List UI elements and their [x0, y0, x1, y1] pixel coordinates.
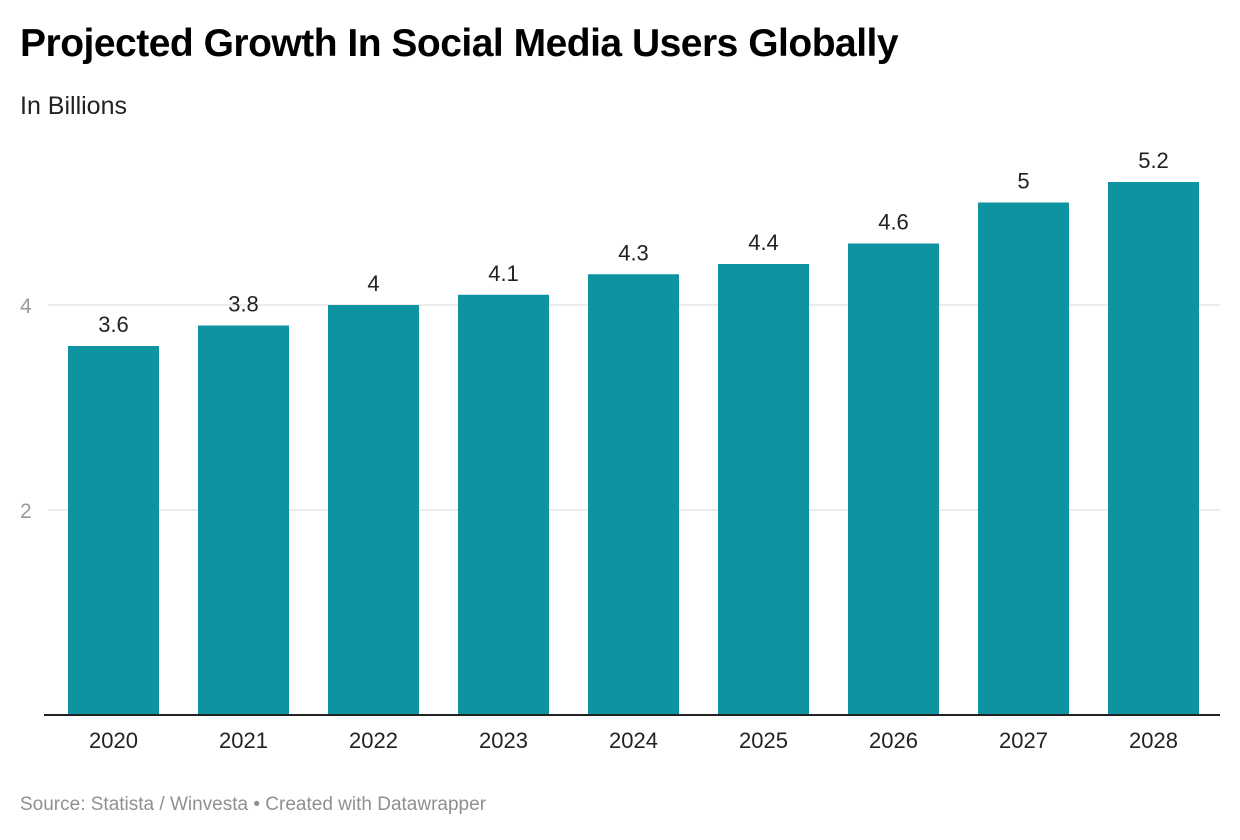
value-label-2025: 4.4 [748, 230, 779, 255]
bar-2021 [198, 325, 289, 715]
bar-2020 [68, 346, 159, 715]
y-tick-label: 2 [20, 500, 32, 523]
bar-chart: 24 3.63.84 4.14.3 4.44.655.2 2020 2021 2022 2… [20, 148, 1220, 753]
x-axis: 2020 2021 2022 2023 2024 2025 2026 2027 2028 [44, 714, 1220, 753]
y-tick-label: 4 [20, 295, 32, 318]
bar-2028 [1108, 182, 1199, 715]
x-tick-label-2020: 2020 [89, 728, 138, 753]
value-label-2024: 4.3 [618, 240, 649, 265]
bar-2023 [458, 294, 549, 715]
x-tick-label-2027: 2027 [999, 728, 1048, 753]
x-tick-label-2021: 2021 [219, 728, 268, 753]
bar-2027 [978, 202, 1069, 715]
bars [68, 182, 1199, 715]
value-label-2023: 4.1 [488, 261, 519, 286]
source-note: Source: Statista / Winvesta • Created wi… [20, 794, 487, 815]
x-tick-label-2028: 2028 [1129, 728, 1178, 753]
value-label-2028: 5.2 [1138, 148, 1169, 173]
chart-subtitle: In Billions [20, 92, 127, 120]
x-tick-label-2024: 2024 [609, 728, 658, 753]
bar-2025 [718, 264, 809, 715]
value-label-2021: 3.8 [228, 292, 259, 317]
bar-2024 [588, 274, 679, 715]
value-label-2027: 5 [1017, 169, 1029, 194]
x-tick-label-2026: 2026 [869, 728, 918, 753]
value-labels: 3.6 3.8 4 4.1 4.3 4.4 4.6 5 5.2 [98, 148, 1169, 337]
x-tick-label-2023: 2023 [479, 728, 528, 753]
bar-2026 [848, 243, 939, 715]
value-label-2026: 4.6 [878, 210, 909, 235]
chart-title: Projected Growth In Social Media Users G… [20, 22, 899, 65]
x-tick-label-2022: 2022 [349, 728, 398, 753]
x-tick-label-2025: 2025 [739, 728, 788, 753]
bar-2022 [328, 305, 419, 715]
value-label-2020: 3.6 [98, 312, 129, 337]
value-label-2022: 4 [367, 271, 379, 296]
